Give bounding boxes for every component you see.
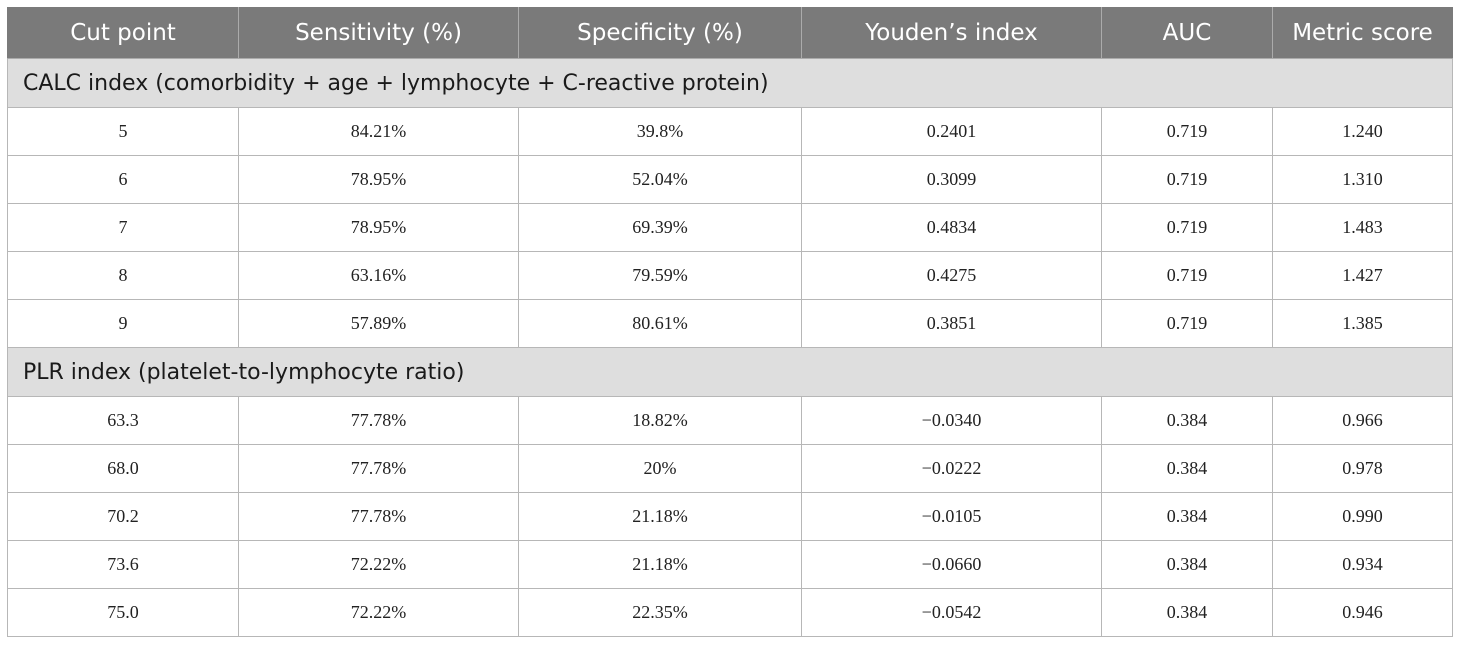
cell-cut-point: 70.2 [7,492,239,541]
table-row: 63.3 77.78% 18.82% −0.0340 0.384 0.966 [7,396,1453,445]
cut-point-table: Cut point Sensitivity (%) Specificity (%… [7,7,1453,637]
cell-metric-score: 1.240 [1272,107,1453,156]
cell-youden-index: −0.0340 [801,396,1102,445]
cell-cut-point: 8 [7,251,239,300]
cell-specificity: 20% [518,444,802,493]
cell-auc: 0.719 [1101,203,1273,252]
cell-specificity: 21.18% [518,492,802,541]
cell-cut-point: 63.3 [7,396,239,445]
cell-sensitivity: 77.78% [238,444,519,493]
section-row-plr: PLR index (platelet-to-lymphocyte ratio) [7,347,1453,397]
cell-metric-score: 1.385 [1272,299,1453,348]
cell-sensitivity: 77.78% [238,396,519,445]
cell-auc: 0.719 [1101,155,1273,204]
cell-metric-score: 0.966 [1272,396,1453,445]
header-auc: AUC [1101,7,1273,59]
cell-sensitivity: 78.95% [238,155,519,204]
cell-youden-index: 0.2401 [801,107,1102,156]
cell-metric-score: 0.934 [1272,540,1453,589]
table-row: 70.2 77.78% 21.18% −0.0105 0.384 0.990 [7,492,1453,541]
cell-youden-index: 0.4834 [801,203,1102,252]
table-row: 5 84.21% 39.8% 0.2401 0.719 1.240 [7,107,1453,156]
header-specificity: Specificity (%) [518,7,802,59]
cell-auc: 0.384 [1101,540,1273,589]
cell-cut-point: 73.6 [7,540,239,589]
cell-sensitivity: 72.22% [238,588,519,637]
cell-specificity: 69.39% [518,203,802,252]
cell-auc: 0.384 [1101,444,1273,493]
cell-specificity: 52.04% [518,155,802,204]
cell-cut-point: 9 [7,299,239,348]
cell-youden-index: 0.3851 [801,299,1102,348]
cell-auc: 0.719 [1101,251,1273,300]
cell-metric-score: 0.946 [1272,588,1453,637]
cell-sensitivity: 84.21% [238,107,519,156]
cell-auc: 0.384 [1101,588,1273,637]
table-header: Cut point Sensitivity (%) Specificity (%… [7,7,1453,59]
cell-specificity: 80.61% [518,299,802,348]
cell-metric-score: 1.483 [1272,203,1453,252]
cell-specificity: 18.82% [518,396,802,445]
cell-youden-index: 0.4275 [801,251,1102,300]
header-youden-index: Youden’s index [801,7,1102,59]
header-cut-point: Cut point [7,7,239,59]
section-title: PLR index (platelet-to-lymphocyte ratio) [7,347,1453,397]
cell-youden-index: 0.3099 [801,155,1102,204]
cell-auc: 0.384 [1101,396,1273,445]
cell-auc: 0.719 [1101,107,1273,156]
cell-cut-point: 68.0 [7,444,239,493]
table-row: 7 78.95% 69.39% 0.4834 0.719 1.483 [7,203,1453,252]
cell-metric-score: 1.310 [1272,155,1453,204]
cell-cut-point: 5 [7,107,239,156]
cell-youden-index: −0.0222 [801,444,1102,493]
header-row: Cut point Sensitivity (%) Specificity (%… [7,7,1453,59]
table-row: 68.0 77.78% 20% −0.0222 0.384 0.978 [7,444,1453,493]
cell-metric-score: 0.978 [1272,444,1453,493]
cell-metric-score: 1.427 [1272,251,1453,300]
cell-sensitivity: 77.78% [238,492,519,541]
cell-cut-point: 7 [7,203,239,252]
cell-sensitivity: 63.16% [238,251,519,300]
table-row: 9 57.89% 80.61% 0.3851 0.719 1.385 [7,299,1453,348]
cell-youden-index: −0.0542 [801,588,1102,637]
cell-sensitivity: 57.89% [238,299,519,348]
header-sensitivity: Sensitivity (%) [238,7,519,59]
cell-specificity: 21.18% [518,540,802,589]
data-table-container: Cut point Sensitivity (%) Specificity (%… [7,7,1453,637]
section-title: CALC index (comorbidity + age + lymphocy… [7,58,1453,108]
table-body: CALC index (comorbidity + age + lymphocy… [7,58,1453,637]
cell-specificity: 22.35% [518,588,802,637]
cell-sensitivity: 72.22% [238,540,519,589]
cell-metric-score: 0.990 [1272,492,1453,541]
cell-auc: 0.719 [1101,299,1273,348]
cell-auc: 0.384 [1101,492,1273,541]
table-row: 6 78.95% 52.04% 0.3099 0.719 1.310 [7,155,1453,204]
table-row: 73.6 72.22% 21.18% −0.0660 0.384 0.934 [7,540,1453,589]
table-row: 8 63.16% 79.59% 0.4275 0.719 1.427 [7,251,1453,300]
cell-specificity: 39.8% [518,107,802,156]
cell-youden-index: −0.0105 [801,492,1102,541]
cell-cut-point: 75.0 [7,588,239,637]
section-row-calc: CALC index (comorbidity + age + lymphocy… [7,58,1453,108]
cell-sensitivity: 78.95% [238,203,519,252]
table-row: 75.0 72.22% 22.35% −0.0542 0.384 0.946 [7,588,1453,637]
cell-youden-index: −0.0660 [801,540,1102,589]
header-metric-score: Metric score [1272,7,1453,59]
cell-specificity: 79.59% [518,251,802,300]
cell-cut-point: 6 [7,155,239,204]
